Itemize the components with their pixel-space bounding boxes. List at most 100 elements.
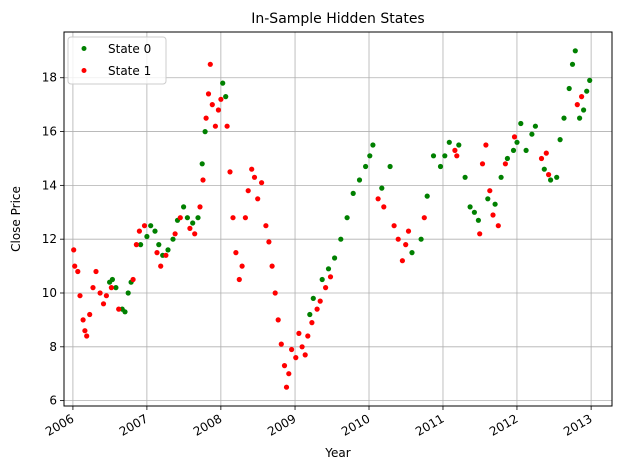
data-point [197,204,203,210]
data-point [379,185,385,191]
data-point [275,317,281,323]
data-point [75,268,81,275]
data-point [305,333,311,339]
data-point [263,223,269,229]
data-point [579,94,585,100]
data-point [477,231,483,237]
data-point [281,363,288,369]
y-tick-label: 8 [49,340,57,354]
data-point [215,107,221,113]
data-point [405,228,412,234]
data-point [502,161,508,167]
data-point [574,102,580,108]
data-point [286,371,292,377]
data-point [269,263,275,269]
data-point [561,115,567,121]
data-point [82,328,88,334]
legend-label-state-0: State 0 [108,42,151,56]
data-point [518,120,524,127]
data-point [170,236,176,242]
data-point [296,330,302,336]
legend-box [67,36,167,85]
data-point [338,236,344,242]
data-point [205,91,212,97]
chart-title: In-Sample Hidden States [251,11,424,27]
data-point [490,212,496,218]
data-point [456,142,462,148]
data-point [249,166,255,172]
data-point [485,196,491,202]
data-point [323,285,329,291]
data-point [259,180,265,186]
data-point [90,285,96,291]
data-point [572,48,578,54]
data-point [538,155,545,162]
data-point [209,102,215,108]
x-tick-label: 2011 [413,411,446,438]
data-point [80,317,86,323]
data-point [84,333,90,339]
data-point [224,123,230,129]
data-point [487,188,493,194]
data-point [218,96,224,102]
data-point [230,215,236,221]
legend: State 0 State 1 [67,36,167,85]
data-point [483,142,489,148]
y-tick-label: 12 [42,232,57,246]
data-point [541,166,547,172]
data-point [187,225,193,231]
data-point [233,250,239,256]
data-point [148,223,154,229]
data-point [158,263,164,269]
x-axis: 2006 2007 2008 2009 2010 2011 2012 2013 [43,406,595,439]
data-point [108,285,114,291]
data-point [278,341,284,347]
x-axis-title: Year [324,446,350,460]
data-point [327,274,334,280]
data-point [202,129,208,135]
data-point [566,85,572,92]
data-point [514,139,520,145]
data-point [272,290,278,296]
data-point [203,115,209,121]
data-point [192,231,198,237]
data-point [125,290,131,296]
series-1-points [71,61,585,390]
y-tick-label: 16 [42,125,57,139]
data-point [207,61,213,67]
data-point [424,193,430,199]
data-point [399,258,405,264]
data-point [100,301,107,307]
x-tick-label: 2013 [561,411,594,438]
y-axis: 6 8 10 12 14 16 18 [42,71,64,408]
data-point [325,266,332,272]
data-point [314,306,320,312]
data-point [370,142,376,148]
data-point [72,263,78,269]
data-point [239,263,245,269]
data-point [454,153,460,159]
data-point [156,242,162,248]
data-point [479,161,486,167]
data-point [220,80,226,86]
data-point [569,61,576,67]
plot-area-frame [63,31,613,407]
data-point [581,107,587,113]
data-point [177,215,183,221]
data-point [152,228,158,234]
data-point [495,223,501,229]
data-point [381,204,387,210]
data-point [190,220,196,226]
data-point [163,252,169,258]
data-point [442,153,448,159]
legend-marker-state-0 [81,46,87,51]
data-point [172,231,178,237]
data-point [236,276,242,283]
data-point [437,163,444,170]
data-point [475,217,481,223]
data-point [245,188,251,194]
data-point [430,153,437,159]
data-point [103,293,109,299]
data-point [87,311,93,318]
data-point [302,352,308,358]
